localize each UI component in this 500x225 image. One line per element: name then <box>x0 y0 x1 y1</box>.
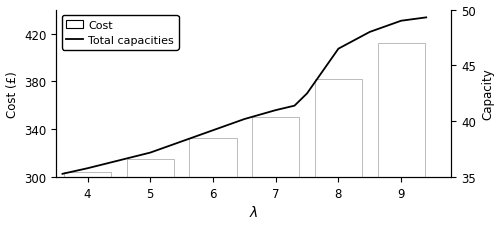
Y-axis label: Cost (£): Cost (£) <box>6 71 18 117</box>
Bar <box>252 118 299 225</box>
Bar <box>190 138 236 225</box>
Bar <box>378 44 424 225</box>
X-axis label: λ: λ <box>250 205 258 219</box>
Legend: Cost, Total capacities: Cost, Total capacities <box>62 16 178 50</box>
Bar <box>64 173 111 225</box>
Y-axis label: Capacity: Capacity <box>482 68 494 120</box>
Bar <box>315 80 362 225</box>
Bar <box>127 160 174 225</box>
